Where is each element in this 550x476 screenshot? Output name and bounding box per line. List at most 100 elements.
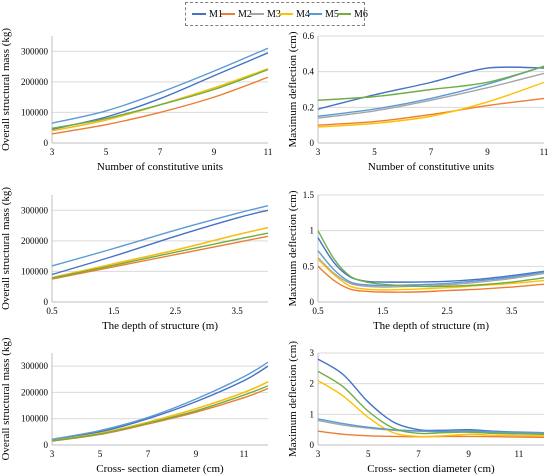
y-tick-label: 0 [44,138,49,148]
y-tick-label: 200000 [21,236,49,246]
x-axis-label: Cross- section diameter (cm) [96,463,224,475]
x-tick-label: 5 [372,147,377,157]
x-tick-label: 3 [50,449,55,459]
legend-item-m3: M3 [250,3,281,25]
series-line-m1 [51,365,269,441]
series-line-m3 [317,257,545,288]
legend-swatch-m2 [221,13,235,15]
x-tick-label: 3.5 [232,306,244,316]
series-line-m5 [317,250,545,287]
legend-label-m2: M2 [238,8,252,20]
series-line-m6 [51,68,269,130]
y-axis-label: Maximum deflection (cm) [287,341,299,457]
panel-6: 0 1 2 3 3 5 7 9 11 Cross- section diameter (cm) Ma… [287,341,545,475]
series-line-m3 [51,381,269,442]
series-line-m2 [51,235,269,280]
x-tick-label: 9 [212,147,217,157]
series-line-m5 [317,418,545,434]
legend-swatch-m4 [279,13,293,15]
x-axis-label: The depth of structure (m) [373,320,489,332]
series-line-m1 [317,237,545,283]
legend-item-m2: M2 [221,3,252,25]
y-axis-label: Overall structural mass (kg) [0,28,12,151]
y-tick-label: 300000 [21,205,49,215]
legend: M1 M2 M3 M4 M5 M6 [185,2,368,26]
y-tick-label: 100000 [21,414,49,424]
series-line-m1 [51,52,269,130]
series-line-m6 [51,232,269,279]
legend-item-m6: M6 [337,3,368,25]
series-line-m2 [51,76,269,135]
series-line-m5 [51,47,269,124]
x-axis-label: The depth of structure (m) [102,320,218,332]
x-tick-label: 1.5 [377,306,389,316]
series-line-m5 [51,205,269,267]
x-tick-label: 1.5 [108,306,120,316]
legend-label-m1: M1 [209,8,223,20]
legend-swatch-m5 [308,13,322,15]
legend-item-m4: M4 [279,3,310,25]
x-tick-label: 2.5 [442,306,454,316]
legend-label-m6: M6 [354,8,368,20]
series-line-m4 [51,381,269,442]
series-line-m1 [317,66,545,110]
series-line-m1 [51,209,269,276]
series-line-m6 [317,230,545,288]
series-line-m5 [317,65,545,117]
y-tick-label: 1 [310,226,315,236]
y-tick-label: 3 [310,348,315,358]
legend-label-m5: M5 [325,8,339,20]
y-tick-label: 0.4 [303,67,315,77]
x-tick-label: 11 [264,147,273,157]
x-tick-label: 3 [50,147,55,157]
y-tick-label: 0 [310,440,315,450]
x-tick-label: 5 [366,449,371,459]
y-tick-label: 0 [310,138,315,148]
panel-2: 0 0.2 0.4 0.6 3 5 7 9 11 Number of constitutive u… [287,31,548,173]
x-tick-label: 5 [104,147,109,157]
series-line-m2 [317,97,545,126]
legend-label-m3: M3 [267,8,281,20]
x-tick-label: 9 [485,147,490,157]
x-tick-label: 9 [466,449,471,459]
y-tick-label: 0 [44,440,49,450]
x-tick-label: 11 [515,449,524,459]
y-axis-label: Maximum deflection (cm) [287,190,299,306]
panel-5: 0 100000 200000 300000 3 5 7 9 11 Cross- section … [0,337,269,475]
x-tick-label: 3 [316,147,321,157]
series-line-m3 [317,72,545,119]
x-tick-label: 2.5 [170,306,182,316]
series-line-m3 [51,68,269,132]
series-line-m4 [317,81,545,128]
y-tick-label: 1 [310,409,315,419]
series-line-m4 [51,68,269,132]
y-tick-label: 1.5 [303,190,315,200]
series-line-m2 [317,265,545,293]
y-axis-label: Overall structural mass (kg) [0,337,12,460]
y-tick-label: 0.5 [303,261,315,271]
panel-3: 0 100000 200000 300000 0.5 1.5 2.5 3.5 The depth… [0,187,269,332]
panel-1: 0 100000 200000 300000 3 5 7 9 11 Number of const… [0,28,272,173]
y-tick-label: 300000 [21,46,49,56]
series-line-m4 [317,380,545,438]
y-tick-label: 0 [44,297,49,307]
y-tick-label: 100000 [21,266,49,276]
x-axis-label: Cross- section diameter (cm) [367,463,495,475]
x-tick-label: 7 [429,147,434,157]
x-axis-label: Number of constitutive units [97,161,223,173]
series-line-m4 [51,227,269,279]
y-tick-label: 200000 [21,387,49,397]
y-axis-label: Overall structural mass (kg) [0,187,12,310]
y-tick-label: 0.2 [303,102,314,112]
series-line-m6 [317,65,545,101]
y-axis-label: Maximum deflection (cm) [287,31,299,147]
y-tick-label: 0 [310,297,315,307]
legend-swatch-m1 [192,13,206,15]
y-tick-label: 0.6 [303,31,315,41]
legend-swatch-m3 [250,13,264,15]
x-tick-label: 9 [194,449,199,459]
series-line-m4 [317,258,545,291]
series-line-m5 [51,361,269,440]
